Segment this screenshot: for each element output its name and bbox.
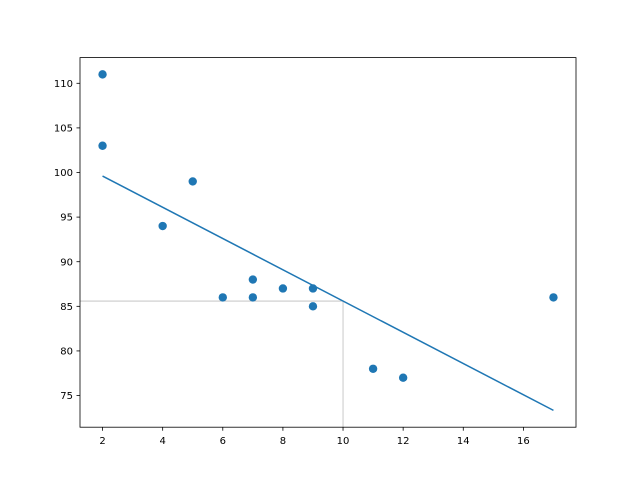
x-tick-label: 8 [280, 436, 286, 447]
x-tick-label: 6 [220, 436, 226, 447]
regression-line [102, 175, 554, 412]
x-tick-label: 2 [99, 436, 105, 447]
y-tick-label: 100 [54, 168, 73, 179]
data-point [188, 177, 197, 186]
data-point [98, 141, 107, 150]
x-tick-label: 10 [337, 436, 350, 447]
x-tick-label: 14 [457, 436, 470, 447]
data-point [248, 275, 258, 284]
y-tick-label: 105 [54, 123, 73, 134]
x-tick-label: 4 [159, 436, 165, 447]
data-point [248, 293, 258, 302]
y-tick-label: 110 [54, 79, 73, 90]
data-point [398, 373, 408, 382]
data-point [368, 364, 378, 373]
data-point [308, 302, 318, 311]
data-point [98, 70, 107, 79]
y-tick-label: 85 [60, 302, 73, 313]
y-tick-label: 90 [60, 257, 73, 268]
data-point [278, 284, 288, 293]
y-tick-label: 75 [60, 391, 73, 402]
axes-frame [79, 57, 577, 428]
data-point [218, 293, 227, 302]
y-tick-label: 95 [60, 213, 73, 224]
y-tick-label: 80 [60, 347, 73, 358]
data-point [158, 221, 167, 231]
data-point [549, 293, 558, 302]
x-tick-label: 16 [517, 436, 530, 447]
x-tick-label: 12 [397, 436, 410, 447]
data-point [308, 284, 318, 293]
